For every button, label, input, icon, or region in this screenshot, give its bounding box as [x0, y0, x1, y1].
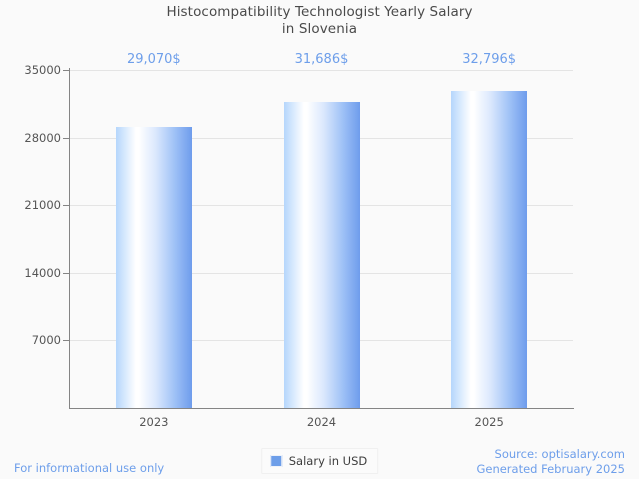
plot-area — [70, 70, 573, 408]
bar[interactable] — [283, 102, 360, 408]
y-axis-tick-labels: 7000 14000 21000 28000 35000 — [0, 0, 61, 479]
bar-value-label: 32,796$ — [462, 52, 517, 67]
y-axis-tick-label: 35000 — [24, 63, 61, 77]
legend-swatch-icon — [269, 455, 282, 467]
footer-source-block: Source: optisalary.com Generated Februar… — [476, 447, 625, 477]
x-axis-tick-label: 2023 — [139, 415, 169, 429]
y-axis-tick-mark — [63, 272, 69, 274]
x-axis-line — [69, 408, 574, 409]
legend-item-label: Salary in USD — [288, 454, 368, 468]
x-axis-tick-label: 2025 — [474, 415, 504, 429]
chart-title-line-1: Histocompatibility Technologist Yearly S… — [166, 4, 473, 20]
y-axis-tick-label: 28000 — [24, 130, 61, 145]
bar[interactable] — [451, 91, 528, 408]
y-axis-line — [69, 68, 70, 409]
y-axis-tick-label: 14000 — [24, 265, 61, 280]
gridline — [70, 70, 573, 71]
y-axis-tick-mark — [63, 70, 69, 71]
chart-title: Histocompatibility Technologist Yearly S… — [0, 4, 639, 38]
y-axis-tick-label: 7000 — [31, 333, 61, 348]
y-axis-tick-label: 21000 — [24, 198, 61, 213]
y-axis-tick-mark — [63, 205, 69, 207]
chart-title-line-2: in Slovenia — [281, 21, 358, 37]
chart-legend[interactable]: Salary in USD — [260, 448, 379, 474]
x-axis-tick-label: 2024 — [306, 415, 337, 429]
footer-generated: Generated February 2025 — [476, 462, 625, 476]
y-axis-tick-mark — [63, 137, 69, 139]
footer-source: Source: optisalary.com — [494, 447, 625, 461]
bar[interactable] — [115, 127, 192, 408]
y-axis-tick-mark — [63, 340, 69, 342]
bar-value-label: 31,686$ — [294, 52, 349, 67]
footer-disclaimer: For informational use only — [14, 461, 165, 475]
bar-value-label: 29,070$ — [126, 52, 181, 67]
